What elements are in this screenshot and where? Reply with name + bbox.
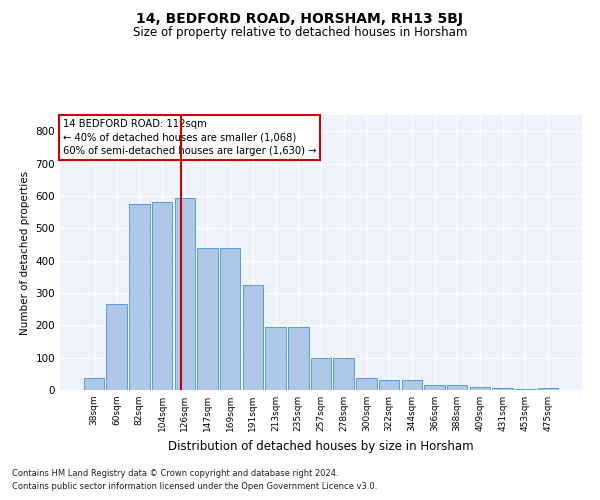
Bar — [311, 358, 331, 390]
Bar — [265, 327, 286, 390]
Bar — [220, 248, 241, 390]
Text: Contains HM Land Registry data © Crown copyright and database right 2024.: Contains HM Land Registry data © Crown c… — [12, 468, 338, 477]
Text: Contains public sector information licensed under the Open Government Licence v3: Contains public sector information licen… — [12, 482, 377, 491]
Bar — [129, 204, 149, 390]
Bar — [175, 198, 195, 390]
Bar — [106, 304, 127, 390]
Bar — [379, 380, 400, 390]
Text: 14 BEDFORD ROAD: 112sqm
← 40% of detached houses are smaller (1,068)
60% of semi: 14 BEDFORD ROAD: 112sqm ← 40% of detache… — [62, 119, 316, 156]
Bar — [84, 378, 104, 390]
Bar — [447, 385, 467, 390]
Bar — [538, 388, 558, 390]
Bar — [470, 387, 490, 390]
Bar — [197, 248, 218, 390]
Bar — [493, 388, 513, 390]
Bar — [424, 385, 445, 390]
Bar — [401, 380, 422, 390]
Text: 14, BEDFORD ROAD, HORSHAM, RH13 5BJ: 14, BEDFORD ROAD, HORSHAM, RH13 5BJ — [137, 12, 464, 26]
Bar — [288, 327, 308, 390]
Bar — [242, 285, 263, 390]
X-axis label: Distribution of detached houses by size in Horsham: Distribution of detached houses by size … — [168, 440, 474, 452]
Y-axis label: Number of detached properties: Number of detached properties — [20, 170, 30, 334]
Text: Size of property relative to detached houses in Horsham: Size of property relative to detached ho… — [133, 26, 467, 39]
Bar — [334, 358, 354, 390]
Bar — [152, 202, 172, 390]
Bar — [356, 378, 377, 390]
